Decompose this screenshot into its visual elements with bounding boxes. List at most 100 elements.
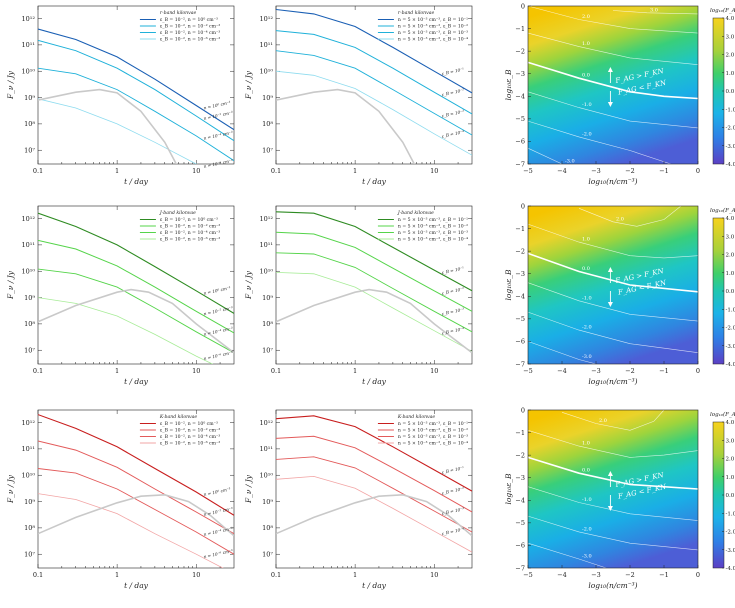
contour-label: -2.0 <box>582 325 592 331</box>
afterglow-curve <box>276 50 472 136</box>
afterglow-curve <box>38 468 234 555</box>
colorbar-tick-label: -3.0 <box>726 144 735 150</box>
y-tick-label: 10¹⁰ <box>22 68 36 76</box>
y-tick-label: 0 <box>521 2 525 10</box>
legend-entry: n = 5 × 10⁻³ cm⁻³, ε_B = 10⁻⁴ <box>398 237 468 243</box>
y-tick-label: 10⁷ <box>24 147 35 155</box>
y-tick-label: 10¹¹ <box>260 241 274 249</box>
y-tick-label: −7 <box>515 360 525 368</box>
x-tick-label: −5 <box>523 571 533 579</box>
y-tick-label: 10⁷ <box>262 347 273 355</box>
curve-annotation: n = 10⁰ cm⁻³ <box>203 100 231 111</box>
curve-annotation: n = 10⁰ cm⁻³ <box>203 285 231 296</box>
colorbar-tick-label: 4.0 <box>726 16 735 22</box>
contour-line <box>527 91 699 129</box>
y-tick-label: −7 <box>515 564 525 572</box>
kilonova-curve <box>276 493 472 537</box>
contour-line <box>578 205 682 227</box>
y-tick-label: 10⁹ <box>24 294 35 302</box>
y-tick-label: 10¹⁰ <box>260 68 274 76</box>
x-tick-label: 10 <box>430 571 438 579</box>
x-tick-label: −4 <box>557 167 567 175</box>
kilonova-curve <box>276 88 416 164</box>
contour-label: 1.0 <box>582 41 590 47</box>
y-tick-label: −6 <box>515 338 525 346</box>
x-tick-label: 0.1 <box>271 571 281 579</box>
x-tick-label: 0.1 <box>33 571 43 579</box>
legend-title: K-band kilonvae <box>397 414 435 420</box>
heatmap-field <box>528 206 698 364</box>
y-tick-label: −6 <box>515 138 525 146</box>
x-axis-label: t / day <box>362 581 387 590</box>
curve-annotation: n = 10⁻² cm⁻³ <box>203 506 233 517</box>
afterglow-curve <box>276 30 472 115</box>
x-tick-label: 1 <box>353 367 357 375</box>
x-tick-label: −4 <box>557 367 567 375</box>
x-tick-label: 10 <box>192 167 200 175</box>
legend-entry: n = 5 × 10⁻³ cm⁻³, ε_B = 10⁻³ <box>398 434 468 440</box>
legend-entry: n = 5 × 10⁻³ cm⁻³, ε_B = 10⁻³ <box>398 230 468 236</box>
contour-label: 2.0 <box>616 216 624 222</box>
kilonova-curve <box>38 493 234 537</box>
y-tick-label: −3 <box>515 474 525 482</box>
curve-annotation: n = 10⁻² cm⁻³ <box>203 305 233 316</box>
contour-line <box>527 486 699 521</box>
plot-frame <box>275 409 473 569</box>
curve-annotation: ε_B = 10⁻¹ <box>441 265 465 275</box>
y-tick-label: 10¹⁰ <box>22 472 36 480</box>
up-arrow-icon <box>607 471 613 476</box>
legend-entry: ε_B = 10⁻², n = 10⁰ cm⁻³ <box>160 17 218 23</box>
colorbar-tick-label: 2.0 <box>726 457 735 463</box>
legend-entry: ε_B = 10⁻², n = 10⁻² cm⁻³ <box>160 224 221 230</box>
curve-annotation: ε_B = 10⁻² <box>441 286 465 296</box>
colorbar-tick-label: -1.0 <box>726 107 735 113</box>
x-tick-label: −1 <box>659 367 669 375</box>
y-tick-label: −5 <box>515 519 525 527</box>
y-axis-label: F_ν / Jy <box>244 474 253 504</box>
x-tick-label: 1 <box>115 167 119 175</box>
lightcurve-panel-r-middle: 10⁷ 10⁸ 10⁹ 10¹⁰ 10¹¹ 10¹² 0.1 1 10 t / day F_ν / … <box>244 5 473 186</box>
colorbar-tick-label: 3.0 <box>726 234 735 240</box>
x-axis-label: t / day <box>362 177 387 186</box>
lightcurve-panel-K-left: 10⁷ 10⁸ 10⁹ 10¹⁰ 10¹¹ 10¹² 0.1 1 10 t / day F_ν / … <box>6 409 235 590</box>
y-tick-label: −6 <box>515 542 525 550</box>
legend-title: r-band kilonvae <box>398 10 435 16</box>
curve-annotation: ε_B = 10⁻¹ <box>441 67 465 77</box>
y-tick-label: 0 <box>521 202 525 210</box>
curve-annotation: n = 10⁻² cm⁻³ <box>203 110 233 121</box>
afterglow-curve <box>38 212 234 314</box>
y-tick-label: 10¹² <box>22 15 36 23</box>
y-tick-label: 10¹¹ <box>22 41 36 49</box>
curve-annotation: ε_B = 10⁻¹ <box>441 465 465 475</box>
afterglow-curve <box>38 493 224 568</box>
curve-annotation: ε_B = 10⁻³ <box>441 506 465 516</box>
x-tick-label: 1 <box>353 571 357 579</box>
x-tick-label: 0.1 <box>271 167 281 175</box>
curve-annotation: n = 10⁻⁴ cm⁻³ <box>203 130 233 141</box>
y-tick-label: 10⁹ <box>24 498 35 506</box>
contour-line <box>527 32 699 65</box>
afterglow-curve <box>38 297 214 364</box>
afterglow-curve <box>38 39 234 142</box>
y-axis-label: F_ν / Jy <box>6 270 15 300</box>
x-tick-label: 10 <box>430 167 438 175</box>
contour-label: 1.0 <box>582 441 590 447</box>
afterglow-curve <box>38 239 234 334</box>
y-tick-label: 10⁸ <box>262 120 273 128</box>
legend-entry: n = 5 × 10⁻³ cm⁻³, ε_B = 10⁻¹ <box>398 17 468 23</box>
colorbar-tick-label: 4.0 <box>726 216 735 222</box>
colorbar-tick-label: 4.0 <box>726 420 735 426</box>
down-arrow-icon <box>607 102 613 107</box>
plot-frame <box>527 409 699 569</box>
y-tick-label: −1 <box>515 25 525 33</box>
colorbar-tick-label: -4.0 <box>726 566 735 572</box>
y-tick-label: 10¹² <box>260 15 274 23</box>
afterglow-curve <box>276 456 472 533</box>
afterglow-curve <box>38 67 234 162</box>
colorbar-tick-label: 2.0 <box>726 253 735 259</box>
kilonova-curve <box>38 88 178 164</box>
y-tick-label: 10⁷ <box>262 551 273 559</box>
y-tick-label: −2 <box>515 451 525 459</box>
